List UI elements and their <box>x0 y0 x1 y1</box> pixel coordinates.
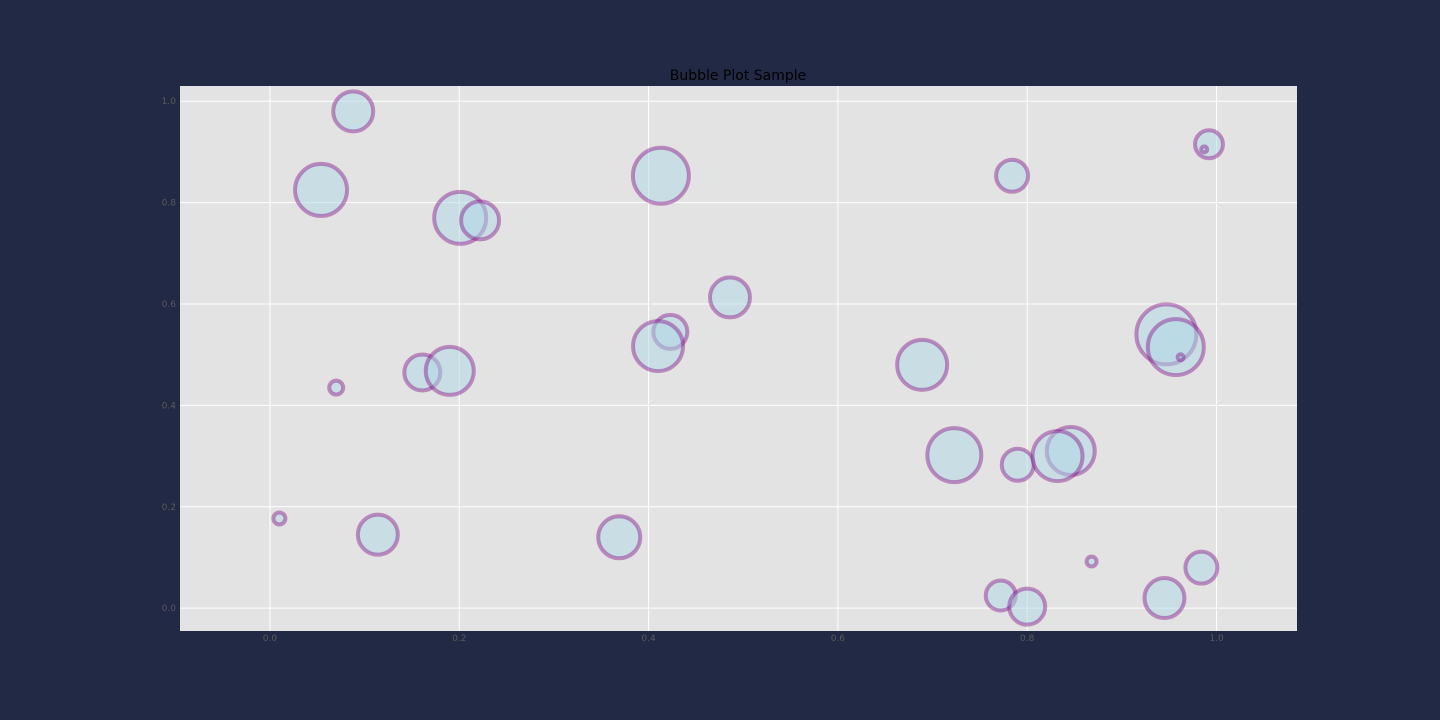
x-tick-label: 0.6 <box>831 634 846 644</box>
y-tick-label: 0.6 <box>162 300 177 310</box>
bubble-point <box>1192 128 1225 161</box>
bubble-point <box>459 199 502 242</box>
bubble-point <box>331 89 376 134</box>
bubble-point <box>293 161 350 218</box>
y-tick-label: 0.8 <box>162 199 177 209</box>
bubble-point <box>631 319 686 374</box>
bubble-point <box>999 446 1036 483</box>
bubble-point <box>355 512 400 557</box>
y-tick-label: 0.0 <box>162 604 177 614</box>
bubble-point <box>1183 549 1220 586</box>
x-tick-label: 1.0 <box>1209 634 1224 644</box>
bubble-point <box>423 344 476 397</box>
y-tick-label: 0.2 <box>162 503 176 513</box>
bubble-point <box>707 275 752 320</box>
bubble-series <box>271 89 1225 627</box>
plot-area <box>180 86 1297 631</box>
bubble-point <box>1007 586 1048 627</box>
x-tick-label: 0.2 <box>452 634 466 644</box>
bubble-point <box>1142 576 1187 621</box>
bubble-point <box>1175 352 1186 363</box>
x-tick-label: 0.0 <box>263 634 278 644</box>
x-tick-label: 0.8 <box>1020 634 1035 644</box>
bubble-point <box>327 378 346 397</box>
bubble-point <box>1145 317 1206 378</box>
bubble-point <box>630 145 691 206</box>
bubble-point <box>596 514 643 561</box>
bubble-point <box>925 426 984 485</box>
x-tick-label: 0.4 <box>641 634 656 644</box>
y-tick-label: 1.0 <box>162 97 177 107</box>
bubble-point <box>1084 554 1099 569</box>
chart-title: Bubble Plot Sample <box>670 68 807 84</box>
y-tick-label: 0.4 <box>162 401 177 411</box>
bubble-point <box>895 337 950 392</box>
bubble-point <box>994 157 1031 194</box>
y-axis-ticks: 0.0 0.2 0.4 0.6 0.8 1.0 <box>162 97 177 614</box>
bubble-point <box>1199 144 1210 155</box>
bubble-point <box>1030 429 1085 484</box>
bubble-point <box>271 510 288 527</box>
x-axis-ticks: 0.0 0.2 0.4 0.6 0.8 1.0 <box>263 634 1224 644</box>
